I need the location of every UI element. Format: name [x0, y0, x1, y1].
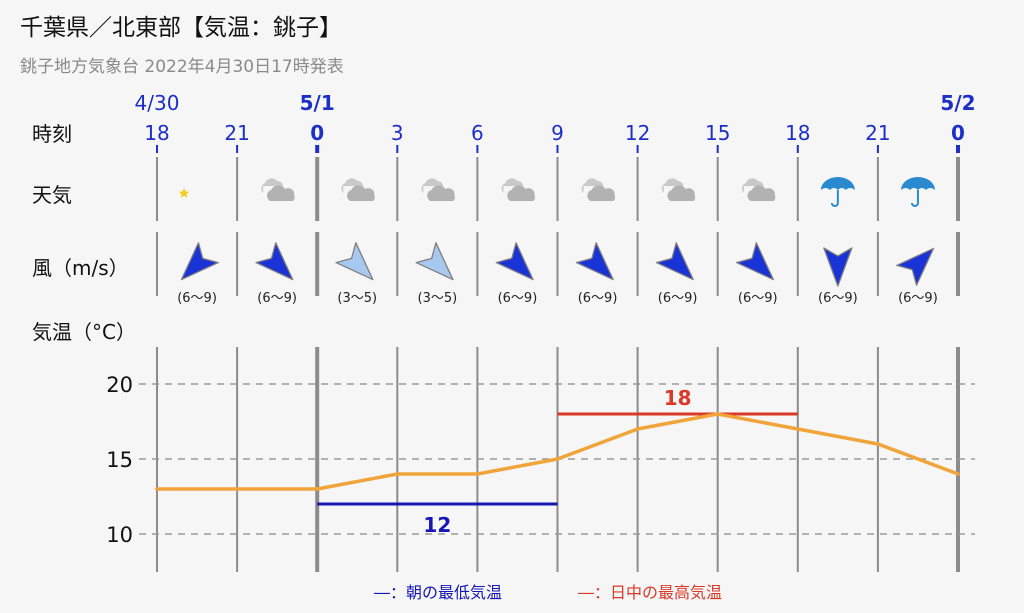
page-title: 千葉県／北東部【気温：銚子】 [20, 15, 342, 41]
cloud-back [741, 178, 764, 193]
time-label: 15 [705, 121, 730, 145]
time-row-label: 時刻 [32, 122, 72, 146]
y-tick-label: 10 [106, 523, 133, 547]
date-label: 4/30 [135, 91, 180, 115]
wind-speed-label: (6〜9) [498, 291, 538, 306]
time-label: 21 [865, 121, 890, 145]
legend-max: ―：日中の最高気温 [578, 583, 722, 602]
wind-arrow-icon [495, 242, 534, 281]
cloud-front [747, 185, 776, 201]
time-label: 18 [785, 121, 810, 145]
time-label: 12 [625, 121, 650, 145]
time-label: 0 [310, 121, 324, 145]
wind-arrow-icon [575, 242, 614, 281]
max-temp-label: 18 [664, 386, 692, 410]
umbrella-icon [900, 177, 935, 207]
moon-icon [178, 177, 202, 203]
umbrella-canopy [900, 177, 935, 190]
cloud-icon [661, 178, 696, 201]
temperature-point [155, 487, 159, 491]
umbrella-canopy [820, 177, 855, 190]
cloud-back [421, 178, 444, 193]
cloud-front [587, 185, 616, 201]
cloud-back [661, 178, 684, 193]
wind-arrow-icon [655, 242, 694, 281]
wind-arrow-icon [896, 247, 935, 286]
temperature-point [796, 427, 800, 431]
cloud-back [501, 178, 524, 193]
y-tick-label: 15 [106, 448, 133, 472]
umbrella-handle [910, 190, 919, 207]
y-tick-label: 20 [106, 373, 133, 397]
cloud-icon [261, 178, 295, 201]
page-subtitle: 銚子地方気象台 2022年4月30日17時発表 [20, 57, 344, 77]
weather-row-label: 天気 [32, 183, 72, 207]
time-label: 21 [224, 121, 249, 145]
umbrella-icon [820, 177, 855, 207]
wind-arrow-icon [180, 242, 219, 281]
wind-speed-label: (3〜5) [337, 291, 377, 306]
wind-speed-label: (6〜9) [738, 291, 778, 306]
time-label: 6 [471, 121, 484, 145]
wind-speed-label: (6〜9) [257, 291, 297, 306]
wind-row-label: 風（m/s） [32, 256, 129, 280]
wind-arrow-icon [735, 242, 774, 281]
temperature-point [956, 472, 960, 476]
cloud-icon [741, 178, 776, 201]
wind-speed-label: (3〜5) [418, 291, 458, 306]
cloud-front [266, 185, 295, 201]
wind-speed-label: (6〜9) [658, 291, 698, 306]
temperature-point [235, 487, 239, 491]
time-label: 9 [551, 121, 564, 145]
date-label: 5/2 [940, 91, 975, 115]
wind-speed-label: (6〜9) [818, 291, 858, 306]
temperature-point [395, 472, 400, 476]
cloud-icon [581, 178, 616, 201]
moon-crescent [188, 177, 202, 203]
wind-arrow-icon [415, 242, 454, 281]
wind-speed-label: (6〜9) [898, 291, 938, 306]
time-label: 0 [951, 121, 965, 145]
temperature-row-label: 気温（°C） [32, 320, 136, 344]
wind-arrow-icon [255, 242, 294, 281]
cloud-back [261, 178, 284, 193]
cloud-front [507, 185, 536, 201]
temperature-point [876, 442, 880, 446]
time-label: 18 [144, 121, 169, 145]
wind-arrow-icon [335, 242, 374, 281]
cloud-back [341, 178, 364, 193]
temperature-point [635, 427, 640, 431]
min-temp-label: 12 [423, 513, 451, 537]
temperature-point [475, 472, 480, 476]
temperature-point [555, 457, 560, 461]
cloud-back [581, 178, 604, 193]
cloud-front [667, 185, 696, 201]
wind-speed-label: (6〜9) [177, 291, 217, 306]
cloud-icon [421, 178, 455, 201]
cloud-front [347, 185, 375, 201]
cloud-icon [341, 178, 375, 201]
legend-min: ―：朝の最低気温 [374, 583, 502, 602]
cloud-icon [501, 178, 536, 201]
umbrella-handle [830, 190, 839, 207]
time-label: 3 [391, 121, 404, 145]
wind-speed-label: (6〜9) [578, 291, 618, 306]
wind-arrow-icon [823, 247, 853, 287]
cloud-front [427, 185, 455, 201]
star [178, 188, 190, 198]
date-label: 5/1 [300, 91, 335, 115]
temperature-point [715, 412, 720, 416]
temperature-point [315, 487, 320, 491]
